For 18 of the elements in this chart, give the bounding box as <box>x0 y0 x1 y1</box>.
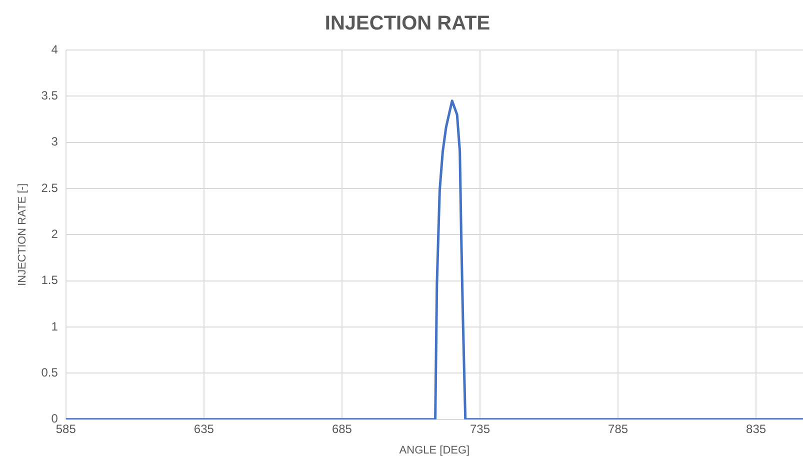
x-tick-label: 635 <box>194 422 214 436</box>
y-tick-label: 4 <box>51 42 58 56</box>
x-tick-label: 585 <box>56 422 76 436</box>
y-tick-label: 2 <box>51 227 58 242</box>
y-tick-label: 0 <box>51 412 58 426</box>
y-tick-label: 0.5 <box>41 366 58 380</box>
y-tick-label: 1 <box>51 319 58 334</box>
x-tick-label: 785 <box>608 422 628 436</box>
x-tick-label: 685 <box>332 422 352 436</box>
x-tick-label: 735 <box>470 422 490 436</box>
chart-title: INJECTION RATE <box>324 12 490 35</box>
y-tick-label: 3.5 <box>41 88 58 102</box>
y-tick-label: 3 <box>51 134 58 149</box>
y-axis-title: INJECTION RATE [-] <box>16 183 29 286</box>
x-tick-label: 835 <box>746 422 766 436</box>
x-axis-title: ANGLE [DEG] <box>399 444 470 456</box>
y-tick-label: 2.5 <box>41 180 58 195</box>
y-tick-label: 1.5 <box>41 273 58 288</box>
